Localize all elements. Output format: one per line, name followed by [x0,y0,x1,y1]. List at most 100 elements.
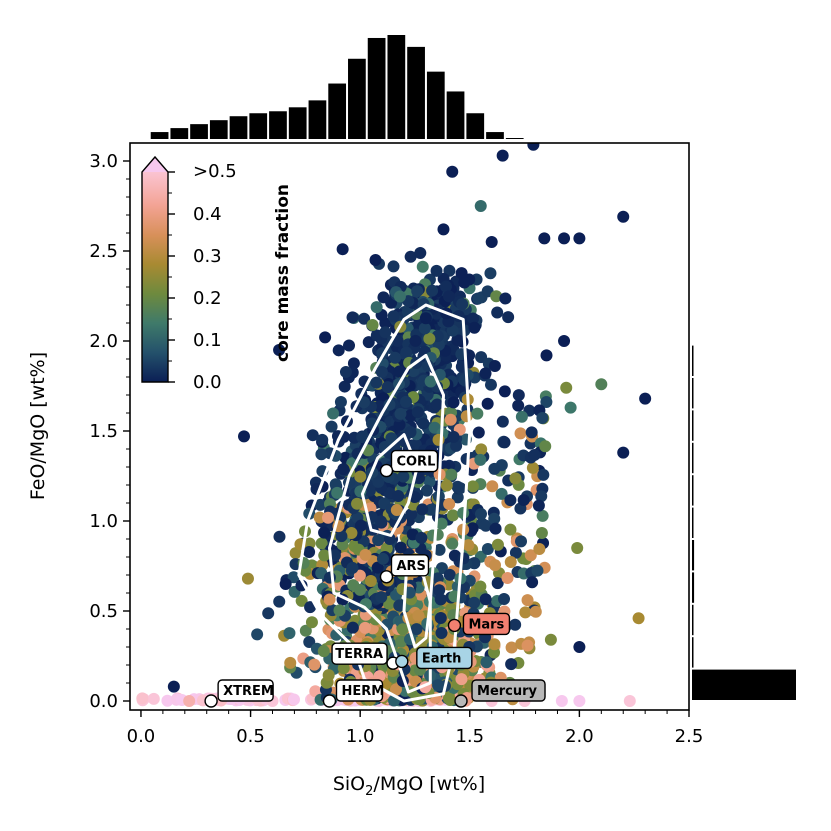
scatter-point [306,429,319,442]
scatter-point [419,312,432,325]
scatter-point [389,351,402,364]
scatter-point [416,260,429,273]
scatter-point [544,633,557,646]
x-tick-label: 0.0 [127,726,156,747]
scatter-point [495,487,508,500]
scatter-point [387,310,400,323]
scatter-point [279,578,292,590]
annotation-box [462,612,511,636]
scatter-point [374,515,387,528]
colorbar-extend-label: >0.5 [193,161,237,182]
scatter-point [457,552,470,565]
colorbar-tick-label: 0.4 [193,204,222,225]
annotation-herm: HERM [322,679,384,708]
annotation-box [217,679,274,702]
scatter-point [521,594,534,607]
scatter-point [423,475,436,488]
scatter-point [471,407,484,420]
top-histogram-bar [446,91,465,139]
scatter-point [509,618,522,631]
scatter-point [573,232,586,245]
annotation-box [390,449,439,473]
y-axis: 0.0 0.5 1.0 1.5 2.0 2.5 3.0 [89,151,130,712]
scatter-point [322,669,335,682]
annotation-marker [454,694,468,708]
annotation-marker [322,694,337,708]
scatter-point [319,331,332,344]
scatter-point [304,601,317,614]
scatter-point [251,628,264,641]
annotation-marker [379,463,394,478]
scatter-point [309,685,322,698]
scatter-point [303,546,316,559]
scatter-point [424,375,437,388]
scatter-point [533,543,546,556]
annotation-mercury: Mercury [454,679,546,708]
scatter-point [501,572,514,585]
scatter-point [474,453,487,466]
top-histogram-bar [387,35,406,139]
scatter-point [496,415,509,428]
scatter-point [456,298,469,311]
colorbar: 0.0 0.1 0.2 0.3 0.4 >0.5 core mass fraction [141,155,293,393]
scatter-point [531,564,544,577]
scatter-point [332,344,345,357]
scatter-point [354,470,367,483]
scatter-point [538,232,551,245]
x-tick-label: 1.5 [455,726,484,747]
top-histogram-bar [190,124,208,139]
planet-annotations: CORL ARS TERRA Earth Mars XTREM HERM Mercury [204,449,546,708]
scatter-points-outliers [167,143,652,707]
scatter-point [486,480,499,493]
scatter-point [446,537,459,550]
scatter-point [136,692,149,705]
scatter-point [375,365,388,378]
scatter-point [414,246,427,259]
scatter-point [460,410,473,423]
scatter-point [528,448,541,461]
y-tick-label: 1.0 [89,511,118,532]
scatter-point [560,381,573,394]
scatter-point [515,410,528,423]
scatter-point [472,426,485,439]
scatter-point [498,593,511,606]
annotation-label: ARS [396,559,425,574]
scatter-point [490,290,503,303]
x-axis-title-subscript: 2 [365,784,373,799]
scatter-point [491,306,504,319]
scatter-point [462,539,475,552]
scatter-point [337,662,350,675]
scatter-point [323,593,336,606]
scatter-point [468,596,481,609]
scatter-point [354,519,367,532]
scatter-point [389,683,402,696]
scatter-point [314,498,327,511]
scatter-point [423,332,436,345]
scatter-point [241,572,254,585]
annotation-marker [379,570,394,584]
scatter-point [394,407,407,420]
scatter-point [183,695,196,707]
scatter-point [339,365,352,378]
colorbar-tick-label: 0.0 [193,372,222,393]
scatter-point [284,656,297,669]
scatter-point [434,611,447,624]
scatter-point [411,406,424,419]
scatter-point [481,542,494,555]
scatter-point [397,470,410,483]
top-histogram-bar [367,37,386,139]
scatter-point [484,378,497,391]
scatter-point [343,339,356,352]
scatter-point [237,430,250,443]
annotation-label: HERM [341,684,384,699]
scatter-point [390,504,403,517]
scatter-point [571,542,584,554]
scatter-point [573,695,586,707]
annotation-label: XTREM [223,684,274,699]
right-histogram-bar [692,442,694,474]
scatter-point [370,376,383,389]
scatter-point [369,254,382,266]
scatter-point [458,276,471,289]
scatter-point [327,407,340,420]
scatter-point [617,210,630,223]
